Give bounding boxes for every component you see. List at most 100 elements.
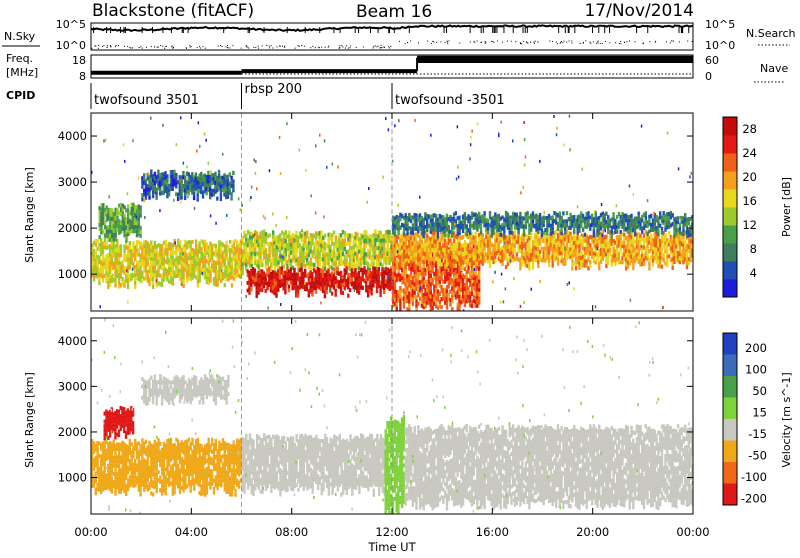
heatmap-cell — [300, 267, 302, 271]
heatmap-cell — [129, 241, 131, 245]
heatmap-cell — [288, 288, 290, 292]
heatmap-cell — [657, 228, 659, 232]
heatmap-cell — [634, 229, 636, 233]
heatmap-cell — [408, 304, 410, 308]
heatmap-speck — [456, 178, 458, 181]
heatmap-speck — [564, 247, 566, 250]
heatmap-cell — [500, 233, 502, 237]
heatmap-cell — [199, 279, 201, 283]
heatmap-cell — [379, 289, 381, 293]
heatmap-cell — [480, 231, 482, 235]
heatmap-speck — [388, 276, 390, 279]
nsearch-point — [534, 43, 535, 44]
nsearch-point — [318, 47, 319, 48]
heatmap-speck — [494, 271, 496, 274]
heatmap-cell — [410, 271, 412, 275]
heatmap-speck — [123, 143, 125, 146]
heatmap-cell — [634, 233, 636, 237]
heatmap-cell — [672, 266, 674, 270]
heatmap-cell — [172, 187, 174, 191]
heatmap-cell — [525, 225, 527, 229]
heatmap-cell — [275, 294, 277, 298]
nsearch-point — [142, 48, 143, 49]
heatmap-cell — [526, 211, 528, 215]
plot-title: Blackstone (fitACF) — [92, 1, 254, 21]
heatmap-cell — [399, 307, 401, 311]
nsearch-point — [171, 46, 172, 47]
nsearch-point — [310, 47, 311, 48]
heatmap-cell — [466, 283, 468, 287]
heatmap-cell — [313, 263, 315, 267]
heatmap-cell — [566, 243, 568, 247]
nsearch-point — [561, 41, 562, 42]
heatmap-cell — [365, 230, 367, 234]
heatmap-cell — [639, 234, 641, 238]
heatmap-cell — [489, 264, 491, 268]
heatmap-cell — [480, 223, 482, 227]
heatmap-cell — [607, 257, 609, 261]
heatmap-cell — [297, 290, 299, 294]
heatmap-cell — [166, 174, 168, 178]
nsearch-point — [571, 42, 572, 43]
heatmap-cell — [638, 212, 640, 216]
heatmap-cell — [589, 243, 591, 247]
nsearch-point — [282, 46, 283, 47]
heatmap-cell — [582, 242, 584, 246]
heatmap-cell — [560, 227, 562, 231]
heatmap-cell — [141, 197, 143, 201]
nsearch-point — [110, 46, 111, 47]
nsearch-point — [158, 46, 159, 47]
heatmap-cell — [139, 234, 141, 238]
heatmap-cell — [643, 233, 645, 237]
nsky-line — [91, 25, 693, 31]
heatmap-cell — [557, 257, 559, 261]
heatmap-cell — [383, 290, 385, 294]
heatmap-cell — [95, 251, 97, 255]
heatmap-cell — [648, 266, 650, 270]
nsearch-point — [356, 47, 357, 48]
heatmap-cell — [566, 211, 568, 215]
date-label: 17/Nov/2014 — [584, 1, 694, 21]
heatmap-speck — [605, 229, 607, 232]
freq-tick-bottom: 8 — [79, 70, 86, 83]
heatmap-cell — [335, 235, 337, 239]
nsearch-label: N.Search — [746, 27, 796, 40]
heatmap-cell — [426, 219, 428, 224]
heatmap-cell — [297, 294, 299, 298]
heatmap-cell — [449, 264, 451, 268]
beam-label: Beam 16 — [356, 2, 432, 22]
heatmap-cell — [120, 244, 122, 248]
heatmap-cell — [623, 241, 625, 245]
heatmap-cell — [474, 232, 476, 236]
heatmap-speck — [525, 155, 527, 158]
nsearch-point — [410, 40, 411, 41]
heatmap-cell — [326, 286, 328, 290]
nsearch-point — [203, 46, 204, 47]
heatmap-cell — [285, 239, 287, 243]
heatmap-cell — [378, 267, 380, 271]
heatmap-speck — [141, 280, 143, 283]
heatmap-cell — [320, 230, 322, 234]
heatmap-cell — [230, 196, 232, 200]
heatmap-cell — [120, 253, 122, 257]
nsearch-point — [253, 47, 254, 48]
nsearch-point — [381, 45, 382, 46]
heatmap-cell — [261, 263, 263, 267]
heatmap-cell — [229, 240, 231, 244]
nsearch-point — [241, 48, 242, 49]
nsearch-point — [447, 41, 448, 42]
heatmap-cell — [589, 227, 591, 231]
heatmap-cell — [96, 239, 98, 243]
heatmap-speck — [251, 186, 253, 189]
nsearch-point — [321, 47, 322, 48]
heatmap-cell — [139, 226, 141, 230]
heatmap-speck — [471, 130, 473, 133]
heatmap-cell — [340, 271, 342, 275]
nsearch-point — [348, 48, 349, 49]
heatmap-cell — [430, 253, 432, 257]
nsearch-point — [497, 41, 498, 42]
nsearch-point — [494, 42, 495, 43]
heatmap-cell — [446, 289, 448, 293]
nsearch-point — [562, 42, 563, 43]
